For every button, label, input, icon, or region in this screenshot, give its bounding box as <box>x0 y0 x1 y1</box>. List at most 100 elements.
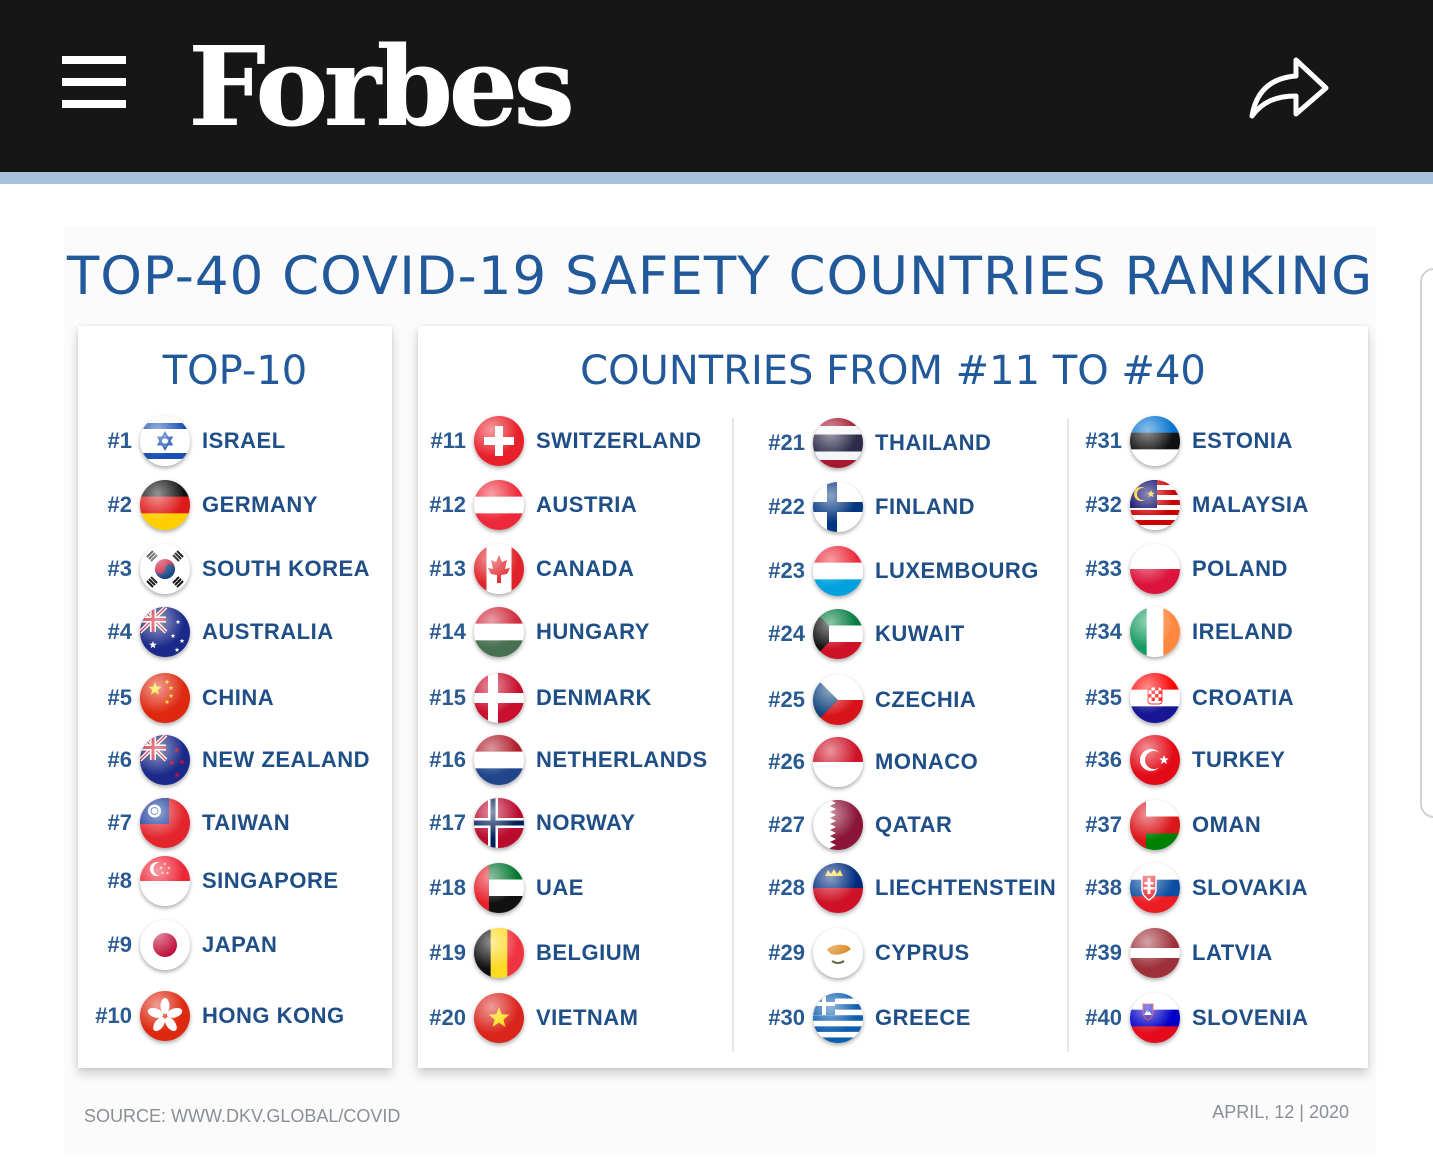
qatar-flag-icon <box>813 800 863 850</box>
country-entry-norway: #17 NORWAY <box>426 795 636 851</box>
rank-label: #8 <box>107 868 132 893</box>
rank-label: #23 <box>768 558 805 583</box>
country-entry-singapore: #8 SINGAPORE <box>92 853 339 909</box>
country-name: GREECE <box>875 1005 971 1030</box>
monaco-flag-icon <box>813 737 863 787</box>
czechia-flag-icon <box>813 675 863 725</box>
belgium-flag-icon <box>474 928 524 978</box>
switzerland-flag-icon <box>474 416 524 466</box>
rank-label: #1 <box>107 428 132 453</box>
country-name: CANADA <box>536 556 635 581</box>
navigation-accent-strip <box>0 172 1433 184</box>
oman-flag-icon <box>1130 800 1180 850</box>
malaysia-flag-icon <box>1130 480 1180 530</box>
rank-label: #17 <box>429 810 466 835</box>
rank-label: #27 <box>768 812 805 837</box>
taiwan-flag-icon <box>140 798 190 848</box>
south-korea-flag-icon <box>140 544 190 594</box>
rank-label: #9 <box>107 932 132 957</box>
ranks-11-40-heading: COUNTRIES FROM #11 TO #40 <box>580 348 1206 394</box>
country-entry-new-zealand: #6 NEW ZEALAND <box>92 732 370 788</box>
uae-flag-icon <box>474 863 524 913</box>
rank-label: #15 <box>429 685 466 710</box>
country-entry-netherlands: #16 NETHERLANDS <box>426 732 708 788</box>
country-entry-uae: #18 UAE <box>426 860 584 916</box>
country-name: LUXEMBOURG <box>875 558 1039 583</box>
luxembourg-flag-icon <box>813 546 863 596</box>
ireland-flag-icon <box>1130 607 1180 657</box>
israel-flag-icon <box>140 416 190 466</box>
country-entry-hong-kong: #10 HONG KONG <box>92 988 345 1044</box>
country-entry-cyprus: #29 CYPRUS <box>765 925 970 981</box>
singapore-flag-icon <box>140 856 190 906</box>
new-zealand-flag-icon <box>140 735 190 785</box>
austria-flag-icon <box>474 480 524 530</box>
country-entry-qatar: #27 QATAR <box>765 797 952 853</box>
country-entry-austria: #12 AUSTRIA <box>426 477 637 533</box>
hong-kong-flag-icon <box>140 991 190 1041</box>
country-name: HONG KONG <box>202 1003 345 1028</box>
country-entry-oman: #37 OMAN <box>1082 797 1261 853</box>
country-entry-israel: #1 ISRAEL <box>92 413 286 469</box>
country-entry-australia: #4 AUSTRALIA <box>92 604 334 660</box>
share-arrow-icon[interactable] <box>1248 52 1330 120</box>
country-entry-thailand: #21 THAILAND <box>765 415 991 471</box>
top-10-heading: TOP-10 <box>162 348 308 394</box>
rank-label: #30 <box>768 1005 805 1030</box>
turkey-flag-icon <box>1130 735 1180 785</box>
brand-logo[interactable]: Forbes <box>188 22 575 151</box>
rank-label: #37 <box>1085 812 1122 837</box>
country-name: IRELAND <box>1192 619 1294 644</box>
rank-label: #20 <box>429 1005 466 1030</box>
country-name: LATVIA <box>1192 940 1273 965</box>
country-entry-estonia: #31 ESTONIA <box>1082 413 1293 469</box>
country-entry-south-korea: #3 SOUTH KOREA <box>92 541 370 597</box>
country-name: FINLAND <box>875 494 976 519</box>
finland-flag-icon <box>813 482 863 532</box>
publication-date: APRIL, 12 | 2020 <box>1212 1102 1349 1122</box>
country-entry-greece: #30 GREECE <box>765 990 971 1046</box>
rank-label: #22 <box>768 494 805 519</box>
country-name: SLOVAKIA <box>1192 875 1309 900</box>
australia-flag-icon <box>140 607 190 657</box>
country-name: CYPRUS <box>875 940 970 965</box>
liechtenstein-flag-icon <box>813 863 863 913</box>
country-name: DENMARK <box>536 685 652 710</box>
netherlands-flag-icon <box>474 735 524 785</box>
country-name: HUNGARY <box>536 619 650 644</box>
rank-label: #26 <box>768 749 805 774</box>
country-name: ISRAEL <box>202 428 286 453</box>
country-entry-slovenia: #40 SLOVENIA <box>1082 990 1308 1046</box>
country-entry-turkey: #36 TURKEY <box>1082 732 1285 788</box>
country-name: BELGIUM <box>536 940 641 965</box>
rank-label: #38 <box>1085 875 1122 900</box>
country-entry-czechia: #25 CZECHIA <box>765 672 976 728</box>
country-name: QATAR <box>875 812 953 837</box>
country-name: VIETNAM <box>536 1005 639 1030</box>
top-10-panel <box>78 326 392 1068</box>
country-entry-kuwait: #24 KUWAIT <box>765 606 965 662</box>
hamburger-menu-icon[interactable] <box>62 56 126 108</box>
slovakia-flag-icon <box>1130 863 1180 913</box>
scroll-indicator[interactable] <box>1420 268 1433 818</box>
poland-flag-icon <box>1130 544 1180 594</box>
rank-label: #29 <box>768 940 805 965</box>
rank-label: #36 <box>1085 747 1122 772</box>
country-entry-slovakia: #38 SLOVAKIA <box>1082 860 1308 916</box>
country-entry-ireland: #34 IRELAND <box>1082 604 1293 660</box>
rank-label: #31 <box>1085 428 1122 453</box>
country-name: JAPAN <box>202 932 278 957</box>
rank-label: #33 <box>1085 556 1122 581</box>
greece-flag-icon <box>813 993 863 1043</box>
country-entry-vietnam: #20 VIETNAM <box>426 990 639 1046</box>
canada-flag-icon <box>474 544 524 594</box>
country-entry-liechtenstein: #28 LIECHTENSTEIN <box>765 860 1056 916</box>
country-entry-denmark: #15 DENMARK <box>426 670 652 726</box>
rank-label: #13 <box>429 556 466 581</box>
rank-label: #2 <box>107 492 132 517</box>
country-name: NETHERLANDS <box>536 747 708 772</box>
rank-label: #18 <box>429 875 466 900</box>
country-name: TAIWAN <box>202 810 291 835</box>
slovenia-flag-icon <box>1130 993 1180 1043</box>
hungary-flag-icon <box>474 607 524 657</box>
